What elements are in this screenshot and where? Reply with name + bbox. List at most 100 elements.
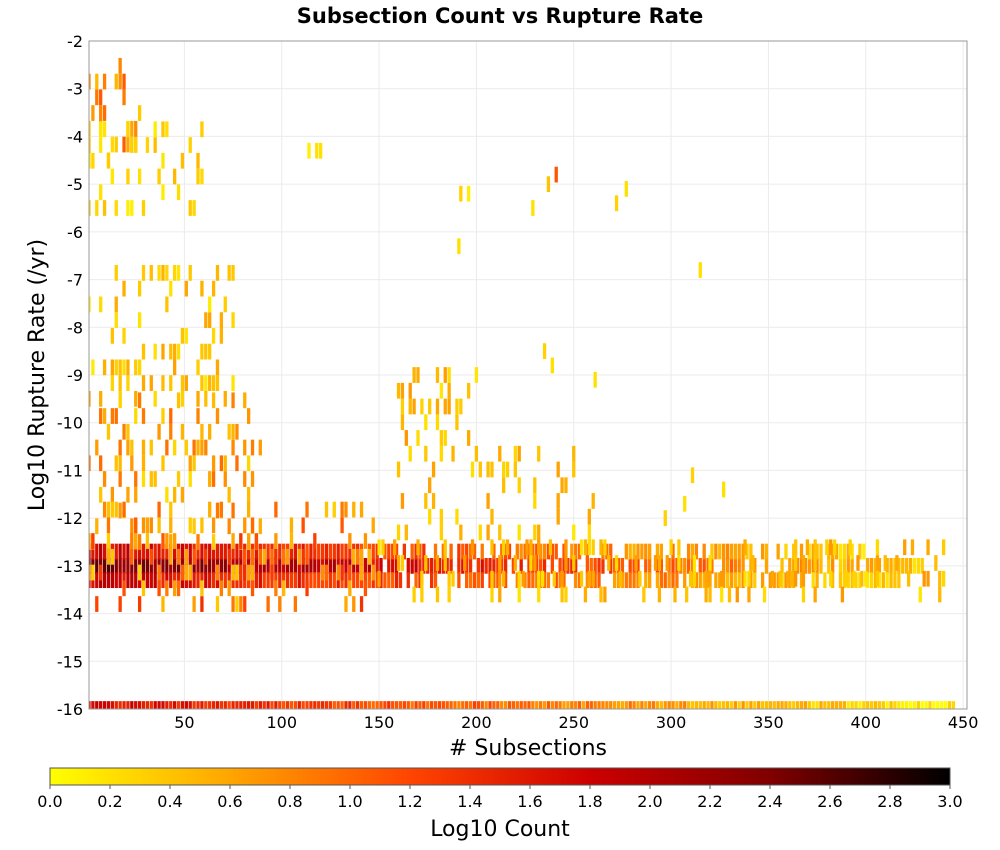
heatmap-cell [422,543,426,560]
x-tick-label: 350 [753,713,784,732]
heatmap-cell [153,701,157,709]
heatmap-cell [266,543,270,560]
heatmap-cell [169,548,173,565]
heatmap-cell [498,445,502,462]
heatmap-cell [145,557,150,574]
heatmap-cell [628,701,632,709]
heatmap-cell [315,142,319,159]
heatmap-cell [328,543,333,560]
heatmap-cell [126,486,130,503]
heatmap-cell [860,570,864,587]
heatmap-cell [862,543,866,560]
heatmap-cell [161,375,165,391]
heatmap-cell [188,471,192,487]
heatmap-cell [208,343,212,360]
heatmap-cell [165,572,169,589]
heatmap-cell [714,701,718,709]
heatmap-cell [406,557,410,574]
heatmap-cell [883,555,887,571]
heatmap-cell [725,557,730,574]
heatmap-cell [727,586,732,603]
heatmap-cell [527,701,531,709]
heatmap-cell [690,467,695,484]
heatmap-cell [877,572,882,589]
heatmap-cell [433,701,438,709]
heatmap-cell [760,701,765,709]
y-tick-label: -10 [57,414,83,433]
heatmap-cell [227,701,231,709]
heatmap-cell [270,701,274,709]
x-tick-label: 300 [656,713,687,732]
heatmap-cell [457,557,461,574]
heatmap-cell [531,572,535,589]
heatmap-cell [764,557,769,574]
heatmap-cell [447,382,451,399]
heatmap-cell [176,471,181,487]
heatmap-cell [441,701,445,709]
heatmap-cell [521,570,525,587]
heatmap-cell [130,701,134,709]
heatmap-cell [566,701,570,709]
heatmap-cell [173,533,177,549]
heatmap-cell [795,557,800,574]
colorbar-tick-label: 3.0 [937,792,962,811]
heatmap-cell [488,572,492,589]
heatmap-cell [134,533,138,549]
heatmap-cell [677,555,681,571]
heatmap-cell [184,375,188,391]
heatmap-cell [208,423,212,440]
heatmap-cell [556,461,560,478]
heatmap-cell [560,477,564,494]
heatmap-cell [472,543,477,560]
heatmap-cell [533,524,537,541]
heatmap-cell [811,557,815,574]
heatmap-cell [451,570,455,587]
heatmap-cell [137,312,142,329]
x-axis-label: # Subsections [449,736,607,761]
heatmap-cell [815,557,819,574]
heatmap-cell [118,502,122,519]
heatmap-cell [507,543,512,560]
heatmap-cell [254,543,259,560]
heatmap-cell [332,543,336,560]
heatmap-cell [428,398,432,415]
heatmap-cell [537,570,541,587]
heatmap-cell [122,280,126,297]
heatmap-cell [556,508,560,525]
y-tick-label: -9 [67,366,83,385]
heatmap-cell [134,486,138,503]
colorbar-tick-label: 0.8 [277,792,302,811]
heatmap-cell [889,557,893,574]
heatmap-cell [441,543,445,560]
heatmap-cell [624,543,628,560]
heatmap-cell [603,586,607,603]
heatmap-cell [698,701,702,709]
heatmap-cell [173,572,177,589]
heatmap-cell [404,430,408,446]
heatmap-cell [352,596,356,612]
heatmap-cell [484,701,488,709]
heatmap-cell [424,445,428,462]
heatmap-cell [934,555,938,571]
heatmap-cell [180,328,185,344]
heatmap-cell [593,701,597,709]
heatmap-cell [137,534,142,550]
heatmap-cell [805,539,810,556]
heatmap-cell [324,501,329,518]
heatmap-cell [562,557,566,574]
heatmap-cell [161,343,165,360]
heatmap-cell [443,539,447,556]
heatmap-cell [749,557,753,574]
heatmap-cell [274,701,278,709]
heatmap-cell [574,557,578,574]
heatmap-cell [375,701,379,709]
heatmap-cell [410,701,414,709]
heatmap-cell [503,701,508,709]
heatmap-cell [324,543,329,560]
heatmap-cell [328,572,333,589]
heatmap-cell [371,543,375,560]
heatmap-cell [856,555,860,571]
heatmap-cell [161,152,165,169]
colorbar-tick-label: 1.4 [457,792,482,811]
